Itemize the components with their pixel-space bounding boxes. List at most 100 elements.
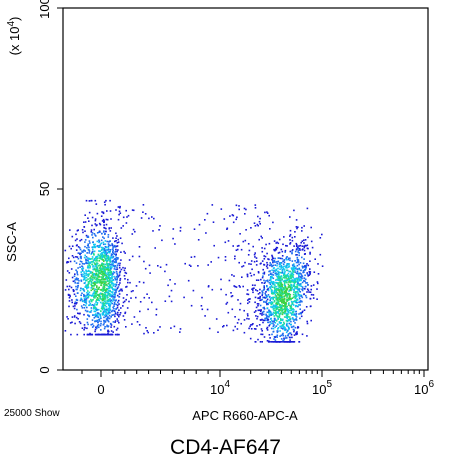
event-point: [101, 255, 103, 257]
event-point: [103, 231, 105, 233]
event-point: [75, 277, 78, 279]
event-point: [269, 264, 272, 267]
event-point: [109, 312, 111, 314]
event-point: [312, 284, 315, 286]
event-point: [85, 296, 87, 298]
event-point: [115, 232, 117, 235]
event-point: [109, 263, 111, 266]
event-point: [74, 278, 77, 280]
event-point: [289, 312, 292, 314]
event-point: [71, 316, 74, 318]
event-point: [85, 276, 88, 279]
event-point: [290, 273, 292, 275]
event-points: [64, 199, 324, 343]
event-point: [262, 307, 265, 309]
event-point: [89, 302, 92, 305]
event-point: [291, 250, 293, 252]
event-point: [277, 317, 279, 320]
event-point: [95, 314, 98, 317]
event-point: [112, 264, 115, 267]
event-point: [273, 300, 276, 303]
event-point: [110, 227, 112, 229]
event-point: [279, 341, 282, 343]
event-point: [111, 291, 114, 293]
event-point: [88, 264, 91, 267]
event-point: [119, 313, 121, 316]
event-point: [268, 270, 270, 273]
event-point: [96, 267, 98, 270]
event-point: [295, 291, 297, 293]
event-point: [287, 302, 290, 305]
event-point: [102, 251, 105, 253]
event-point: [289, 307, 292, 310]
event-point: [102, 218, 105, 221]
event-point: [303, 225, 305, 227]
event-point: [96, 278, 98, 280]
event-point: [207, 285, 210, 287]
event-point: [255, 264, 258, 266]
event-point: [102, 324, 105, 326]
event-point: [99, 289, 102, 291]
event-point: [84, 304, 87, 307]
event-point: [115, 248, 117, 251]
event-point: [230, 295, 233, 298]
event-point: [288, 319, 291, 322]
event-point: [290, 320, 292, 323]
event-point: [98, 320, 100, 322]
event-point: [96, 314, 99, 317]
event-point: [109, 259, 112, 262]
event-point: [114, 283, 116, 286]
event-point: [83, 326, 86, 329]
event-point: [200, 305, 203, 307]
event-point: [153, 217, 155, 220]
event-point: [106, 284, 108, 287]
event-point: [231, 274, 233, 276]
event-point: [281, 304, 283, 306]
event-point: [294, 271, 297, 273]
event-point: [300, 276, 302, 278]
event-point: [287, 298, 290, 301]
event-point: [282, 332, 284, 335]
event-point: [287, 333, 290, 335]
event-point: [293, 341, 296, 343]
event-point: [114, 240, 116, 243]
event-point: [305, 296, 308, 299]
event-point: [118, 293, 121, 295]
event-point: [278, 341, 280, 343]
event-point: [93, 233, 96, 235]
event-point: [68, 305, 70, 308]
event-point: [270, 291, 273, 294]
event-point: [100, 288, 103, 291]
event-point: [297, 304, 300, 306]
event-point: [270, 289, 273, 291]
event-point: [95, 320, 98, 323]
event-point: [67, 261, 70, 263]
event-point: [111, 263, 113, 266]
event-point: [110, 299, 112, 301]
event-point: [288, 316, 291, 318]
event-point: [269, 282, 272, 284]
event-point: [102, 293, 104, 295]
event-point: [289, 339, 291, 341]
event-point: [276, 307, 278, 310]
event-point: [91, 260, 93, 263]
event-point: [236, 245, 239, 247]
event-point: [108, 275, 110, 278]
event-point: [285, 287, 288, 290]
event-point: [113, 325, 116, 328]
event-point: [93, 250, 96, 253]
event-point: [99, 292, 102, 295]
event-point: [284, 291, 286, 294]
event-point: [294, 236, 296, 238]
event-point: [89, 242, 91, 244]
event-point: [117, 249, 119, 251]
event-point: [285, 244, 287, 247]
event-point: [104, 268, 106, 271]
event-point: [298, 276, 300, 278]
event-point: [275, 272, 277, 274]
event-point: [296, 227, 298, 230]
event-point: [104, 257, 107, 260]
event-point: [289, 257, 291, 260]
event-point: [309, 291, 312, 293]
event-point: [117, 241, 120, 243]
